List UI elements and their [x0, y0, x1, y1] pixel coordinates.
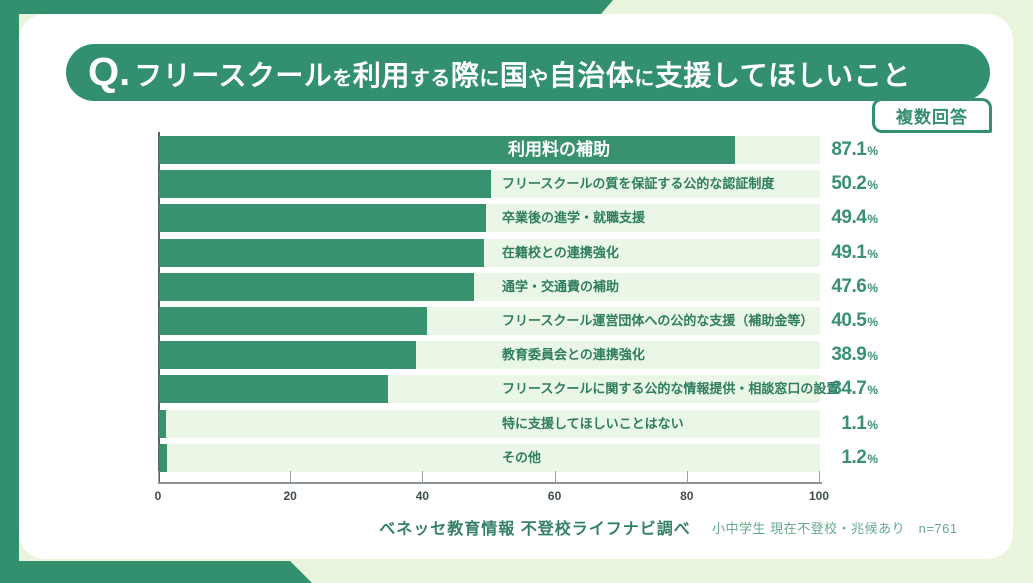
bar-category-label: フリースクールに関する公的な情報提供・相談窓口の設置	[502, 381, 840, 397]
multiple-answer-badge: 複数回答	[872, 98, 992, 133]
x-axis-tick-label: 80	[680, 489, 694, 503]
bar-value-label: 40.5%	[831, 310, 878, 331]
decor-band-bottom	[0, 561, 312, 583]
bar	[159, 307, 427, 335]
x-axis-tick-label: 0	[154, 489, 162, 503]
bar	[159, 272, 474, 301]
bar	[159, 341, 417, 370]
title-segment: を	[332, 68, 353, 90]
bar	[159, 136, 735, 164]
percent-sign: %	[867, 383, 878, 398]
title-segment: 自治体	[548, 60, 635, 91]
chart-row: 教育委員会との連携強化 38.9%	[0, 341, 1033, 370]
bar-value-label: 38.9%	[831, 344, 878, 366]
chart-row: フリースクール運営団体への公的な支援（補助金等） 40.5%	[0, 307, 1033, 335]
bar-category-label: その他	[502, 449, 542, 465]
chart-row: 卒業後の進学・就職支援 49.4%	[0, 204, 1033, 233]
bar	[159, 204, 486, 233]
chart-row: 特に支援してほしいことはない 1.1%	[0, 409, 1033, 438]
x-axis-tick	[686, 471, 688, 482]
bar	[159, 375, 389, 404]
percent-sign: %	[867, 144, 878, 158]
bar-category-label: フリースクール運営団体への公的な支援（補助金等）	[502, 313, 814, 328]
chart-row: 利用料の補助 87.1%	[0, 136, 1033, 164]
title-segment: フリースクール	[134, 60, 333, 91]
x-axis-tick	[554, 471, 556, 482]
question-prefix: Q.	[88, 50, 131, 94]
chart-row: その他 1.2%	[0, 443, 1033, 472]
x-axis-tick	[819, 471, 820, 482]
bar-category-label: 通学・交通費の補助	[502, 278, 620, 294]
bar-category-label: 教育委員会との連携強化	[502, 347, 645, 363]
percent-sign: %	[867, 451, 878, 466]
percent-sign: %	[867, 349, 878, 364]
bar-value-label: 49.4%	[831, 207, 878, 229]
question-title-banner: Q. フリースクールを利用 する際に国や自治体に支援してほしいこと	[66, 44, 990, 101]
chart-row: 在籍校との連携強化 49.1%	[0, 238, 1033, 267]
percent-sign: %	[867, 212, 878, 227]
x-axis-tick	[422, 471, 424, 482]
title-segment: する	[409, 68, 451, 90]
bar	[159, 443, 167, 472]
title-segment: 国	[499, 60, 529, 91]
x-axis-line	[158, 482, 822, 484]
bar-value-label: 87.1%	[831, 139, 878, 160]
percent-sign: %	[867, 417, 878, 432]
x-axis-tick-label: 100	[808, 489, 830, 503]
bar-track	[159, 443, 820, 472]
bar	[159, 238, 484, 267]
title-segment: 支援してほしいこと	[654, 60, 911, 91]
bar	[159, 409, 167, 438]
bar-track	[159, 409, 820, 438]
percent-sign: %	[867, 178, 878, 193]
x-axis-tick-label: 60	[547, 489, 562, 503]
question-title: Q. フリースクールを利用 する際に国や自治体に支援してほしいこと	[88, 44, 911, 101]
chart-row: フリースクールに関する公的な情報提供・相談窓口の設置 34.7%	[0, 375, 1033, 404]
bar-value-label: 47.6%	[831, 275, 878, 297]
percent-sign: %	[867, 315, 878, 329]
title-segment: 際	[450, 60, 480, 91]
title-segment: 利用	[352, 60, 410, 91]
sample-note: 小中学生 現在不登校・兆候あり n=761	[712, 521, 958, 536]
bar-category-label: 特に支援してほしいことはない	[502, 415, 684, 431]
source-credit: ベネッセ教育情報 不登校ライフナビ調べ	[379, 521, 691, 538]
bar-value-label: 1.2%	[841, 446, 878, 468]
chart-row: フリースクールの質を保証する公的な認証制度 50.2%	[0, 170, 1033, 199]
bar-category-label: 在籍校との連携強化	[502, 244, 619, 260]
bar-category-label: 利用料の補助	[508, 140, 610, 159]
title-segment: や	[528, 68, 549, 90]
chart-row: 通学・交通費の補助 47.6%	[0, 272, 1033, 301]
percent-sign: %	[867, 280, 878, 295]
bar-value-label: 34.7%	[831, 378, 878, 400]
x-axis-tick-label: 20	[283, 489, 297, 503]
bar-value-label: 50.2%	[831, 173, 878, 195]
x-axis-tick	[290, 471, 292, 482]
title-segment: に	[634, 68, 655, 90]
bar-value-label: 1.1%	[841, 412, 878, 434]
x-axis-tick-label: 40	[415, 489, 430, 503]
decor-band-left	[0, 0, 19, 583]
decor-band-top	[0, 0, 613, 14]
bar	[159, 170, 491, 199]
bar-category-label: 卒業後の進学・就職支援	[502, 210, 646, 226]
bar-value-label: 49.1%	[831, 241, 878, 263]
bar-category-label: フリースクールの質を保証する公的な認証制度	[502, 176, 775, 192]
title-segment: に	[479, 68, 500, 90]
percent-sign: %	[867, 246, 878, 261]
x-axis-tick	[158, 471, 159, 482]
